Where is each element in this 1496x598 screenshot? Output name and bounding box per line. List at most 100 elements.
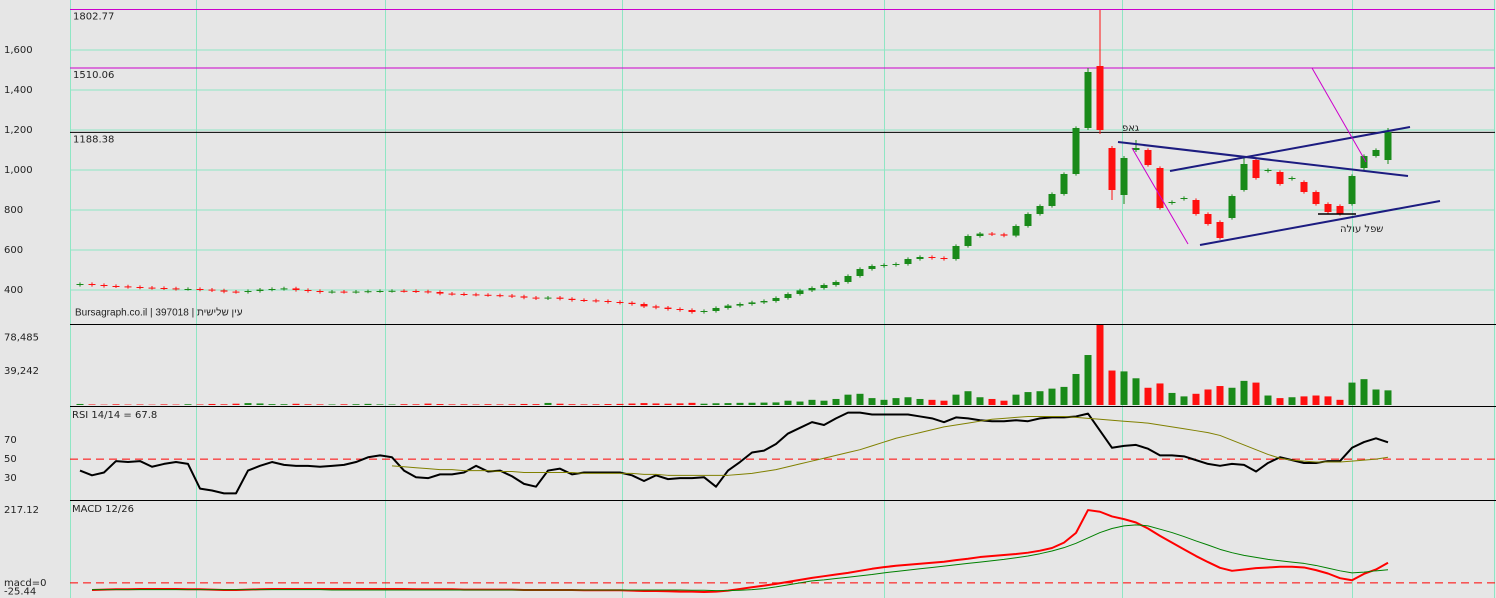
candle-body [664, 307, 672, 309]
candle-body [1324, 204, 1332, 212]
candle-body [196, 289, 204, 290]
volume-bar [232, 403, 240, 405]
volume-bar [376, 404, 384, 405]
candle-body [244, 291, 252, 292]
candle-body [388, 290, 396, 292]
candle-body [1120, 158, 1128, 195]
candle-body [832, 282, 840, 285]
candle-body [796, 290, 804, 294]
candle-body [220, 290, 228, 292]
panel-title: RSI 14/14 = 67.8 [72, 410, 157, 421]
volume-bar [256, 403, 264, 405]
trend-line [1199, 200, 1441, 246]
volume-bar [1204, 389, 1212, 405]
volume-bar [424, 403, 432, 405]
volume-bar [1108, 370, 1116, 405]
volume-bar [820, 400, 828, 405]
volume-bar [652, 403, 660, 405]
candle-body [544, 297, 552, 299]
volume-bar [1372, 389, 1380, 405]
series-line [92, 524, 1389, 592]
candle-body [1312, 192, 1320, 204]
volume-bar [700, 403, 708, 405]
vertical-grid [70, 0, 1495, 598]
candle-body [424, 291, 432, 293]
candle-body [184, 289, 192, 290]
candle-body [784, 294, 792, 298]
volume-bar [928, 399, 936, 405]
volume-bar [784, 400, 792, 405]
volume-bar [880, 399, 888, 405]
y-tick-label: macd=0 [4, 578, 46, 589]
candle-body [736, 304, 744, 306]
volume-bar [508, 404, 516, 405]
volume-bar [724, 403, 732, 405]
level-label: 1510.06 [73, 70, 114, 81]
candle-body [1228, 196, 1236, 218]
candle-body [472, 294, 480, 296]
plot: 400 600 800 1,000 1,200 1,400 1,600 1802.77 1510… [4, 8, 1495, 597]
volume-bar [616, 403, 624, 405]
candle-body [208, 289, 216, 291]
candle-body [1132, 148, 1140, 150]
trend-line [1131, 147, 1189, 245]
volume-bar [1012, 394, 1020, 405]
candle-body [160, 288, 168, 289]
volume-bar [196, 404, 204, 405]
candle-body [1096, 66, 1104, 130]
candle-body [280, 288, 288, 290]
candle-body [676, 309, 684, 310]
y-tick-label: 78,485 [4, 332, 39, 343]
candle-body [1084, 72, 1092, 128]
candle-body [1144, 150, 1152, 165]
candle-body [628, 302, 636, 304]
volume-bar [568, 404, 576, 405]
candle-body [868, 266, 876, 269]
y-tick-label: 1,000 [4, 165, 33, 176]
y-tick-label: 600 [4, 245, 23, 256]
volume-bar [988, 398, 996, 405]
volume-bar [1348, 382, 1356, 405]
y-tick-label: 800 [4, 205, 23, 216]
volume-bar [472, 404, 480, 405]
candle-body [76, 284, 84, 285]
candle-body [88, 284, 96, 285]
volume-bar [664, 403, 672, 405]
candle-body [1252, 160, 1260, 178]
annotation: שפל עולה [1340, 224, 1383, 235]
candle-body [1156, 168, 1164, 208]
candle-body [1360, 156, 1368, 168]
volume-bar [220, 404, 228, 405]
volume-bar [976, 397, 984, 405]
candle-body [556, 297, 564, 299]
volume-bar [892, 398, 900, 405]
panel-borders [70, 324, 1496, 501]
candle-body [1264, 170, 1272, 171]
candle-body [172, 288, 180, 290]
volume-bar [1120, 371, 1128, 405]
volume-bar [532, 404, 540, 405]
candle-body [112, 286, 120, 287]
volume-bar [304, 404, 312, 405]
volume-bar [736, 402, 744, 405]
volume-bar [448, 404, 456, 405]
trend-line [1117, 141, 1409, 177]
volume-bar [1192, 393, 1200, 405]
candle-body [640, 304, 648, 307]
volume-bar [268, 404, 276, 405]
watermark: Bursagraph.co.il | 397018 | עין שלישית [75, 307, 243, 319]
volume-bar [484, 404, 492, 405]
volume-bar [580, 404, 588, 405]
volume-bar [1264, 395, 1272, 405]
candle-body [844, 276, 852, 282]
volume-bar [1228, 387, 1236, 405]
volume-bar [1000, 400, 1008, 405]
volume-bar [1024, 392, 1032, 405]
candle-body [508, 295, 516, 297]
volume-bar [676, 403, 684, 405]
candle-body [712, 308, 720, 311]
candle-body [952, 246, 960, 259]
candle-body [928, 257, 936, 258]
volume-bar [340, 404, 348, 405]
candle-body [436, 292, 444, 294]
